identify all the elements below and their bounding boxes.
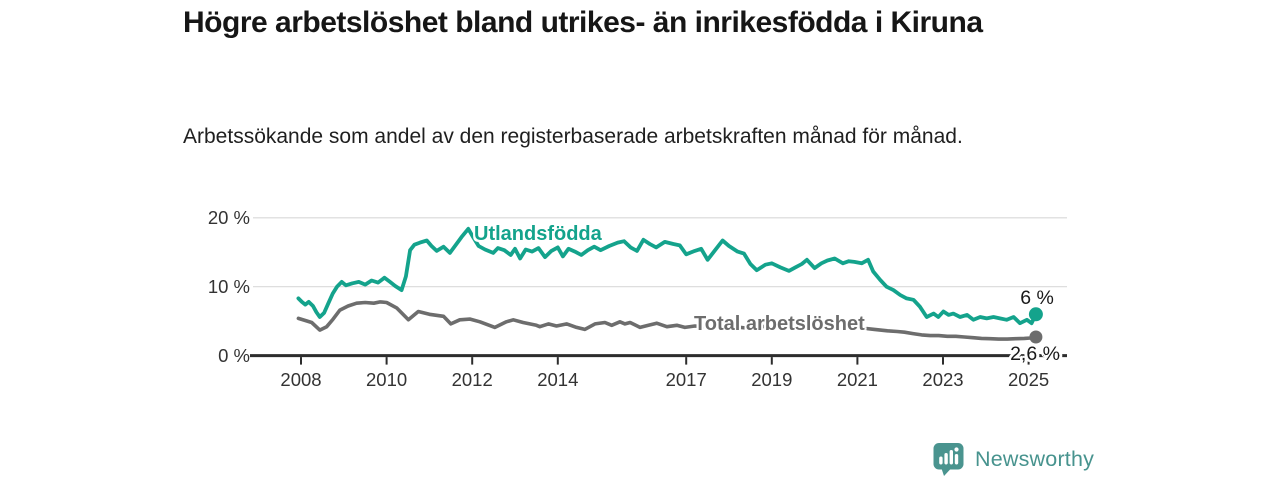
newsworthy-brand-name: Newsworthy <box>975 447 1095 471</box>
newsworthy-logo-icon <box>933 443 964 476</box>
series-end-dot <box>1029 330 1043 344</box>
series-line <box>296 300 1038 341</box>
end-value-label-utlandsfodda: 6 % <box>1020 287 1054 309</box>
series-label-total-arbetsloshet: Total arbetslöshet <box>694 313 865 335</box>
series-end-dot <box>1028 307 1043 322</box>
page-title: Högre arbetslöshet bland utrikes- än inr… <box>183 6 983 39</box>
series-line <box>296 226 1038 326</box>
series-label-utlandsfodda: Utlandsfödda <box>474 223 602 245</box>
end-value-label-total: 2,6 % <box>1010 343 1060 365</box>
chart-subtitle: Arbetssökande som andel av den registerb… <box>183 125 963 148</box>
newsworthy-brand-link[interactable]: Newsworthy <box>932 442 1094 477</box>
